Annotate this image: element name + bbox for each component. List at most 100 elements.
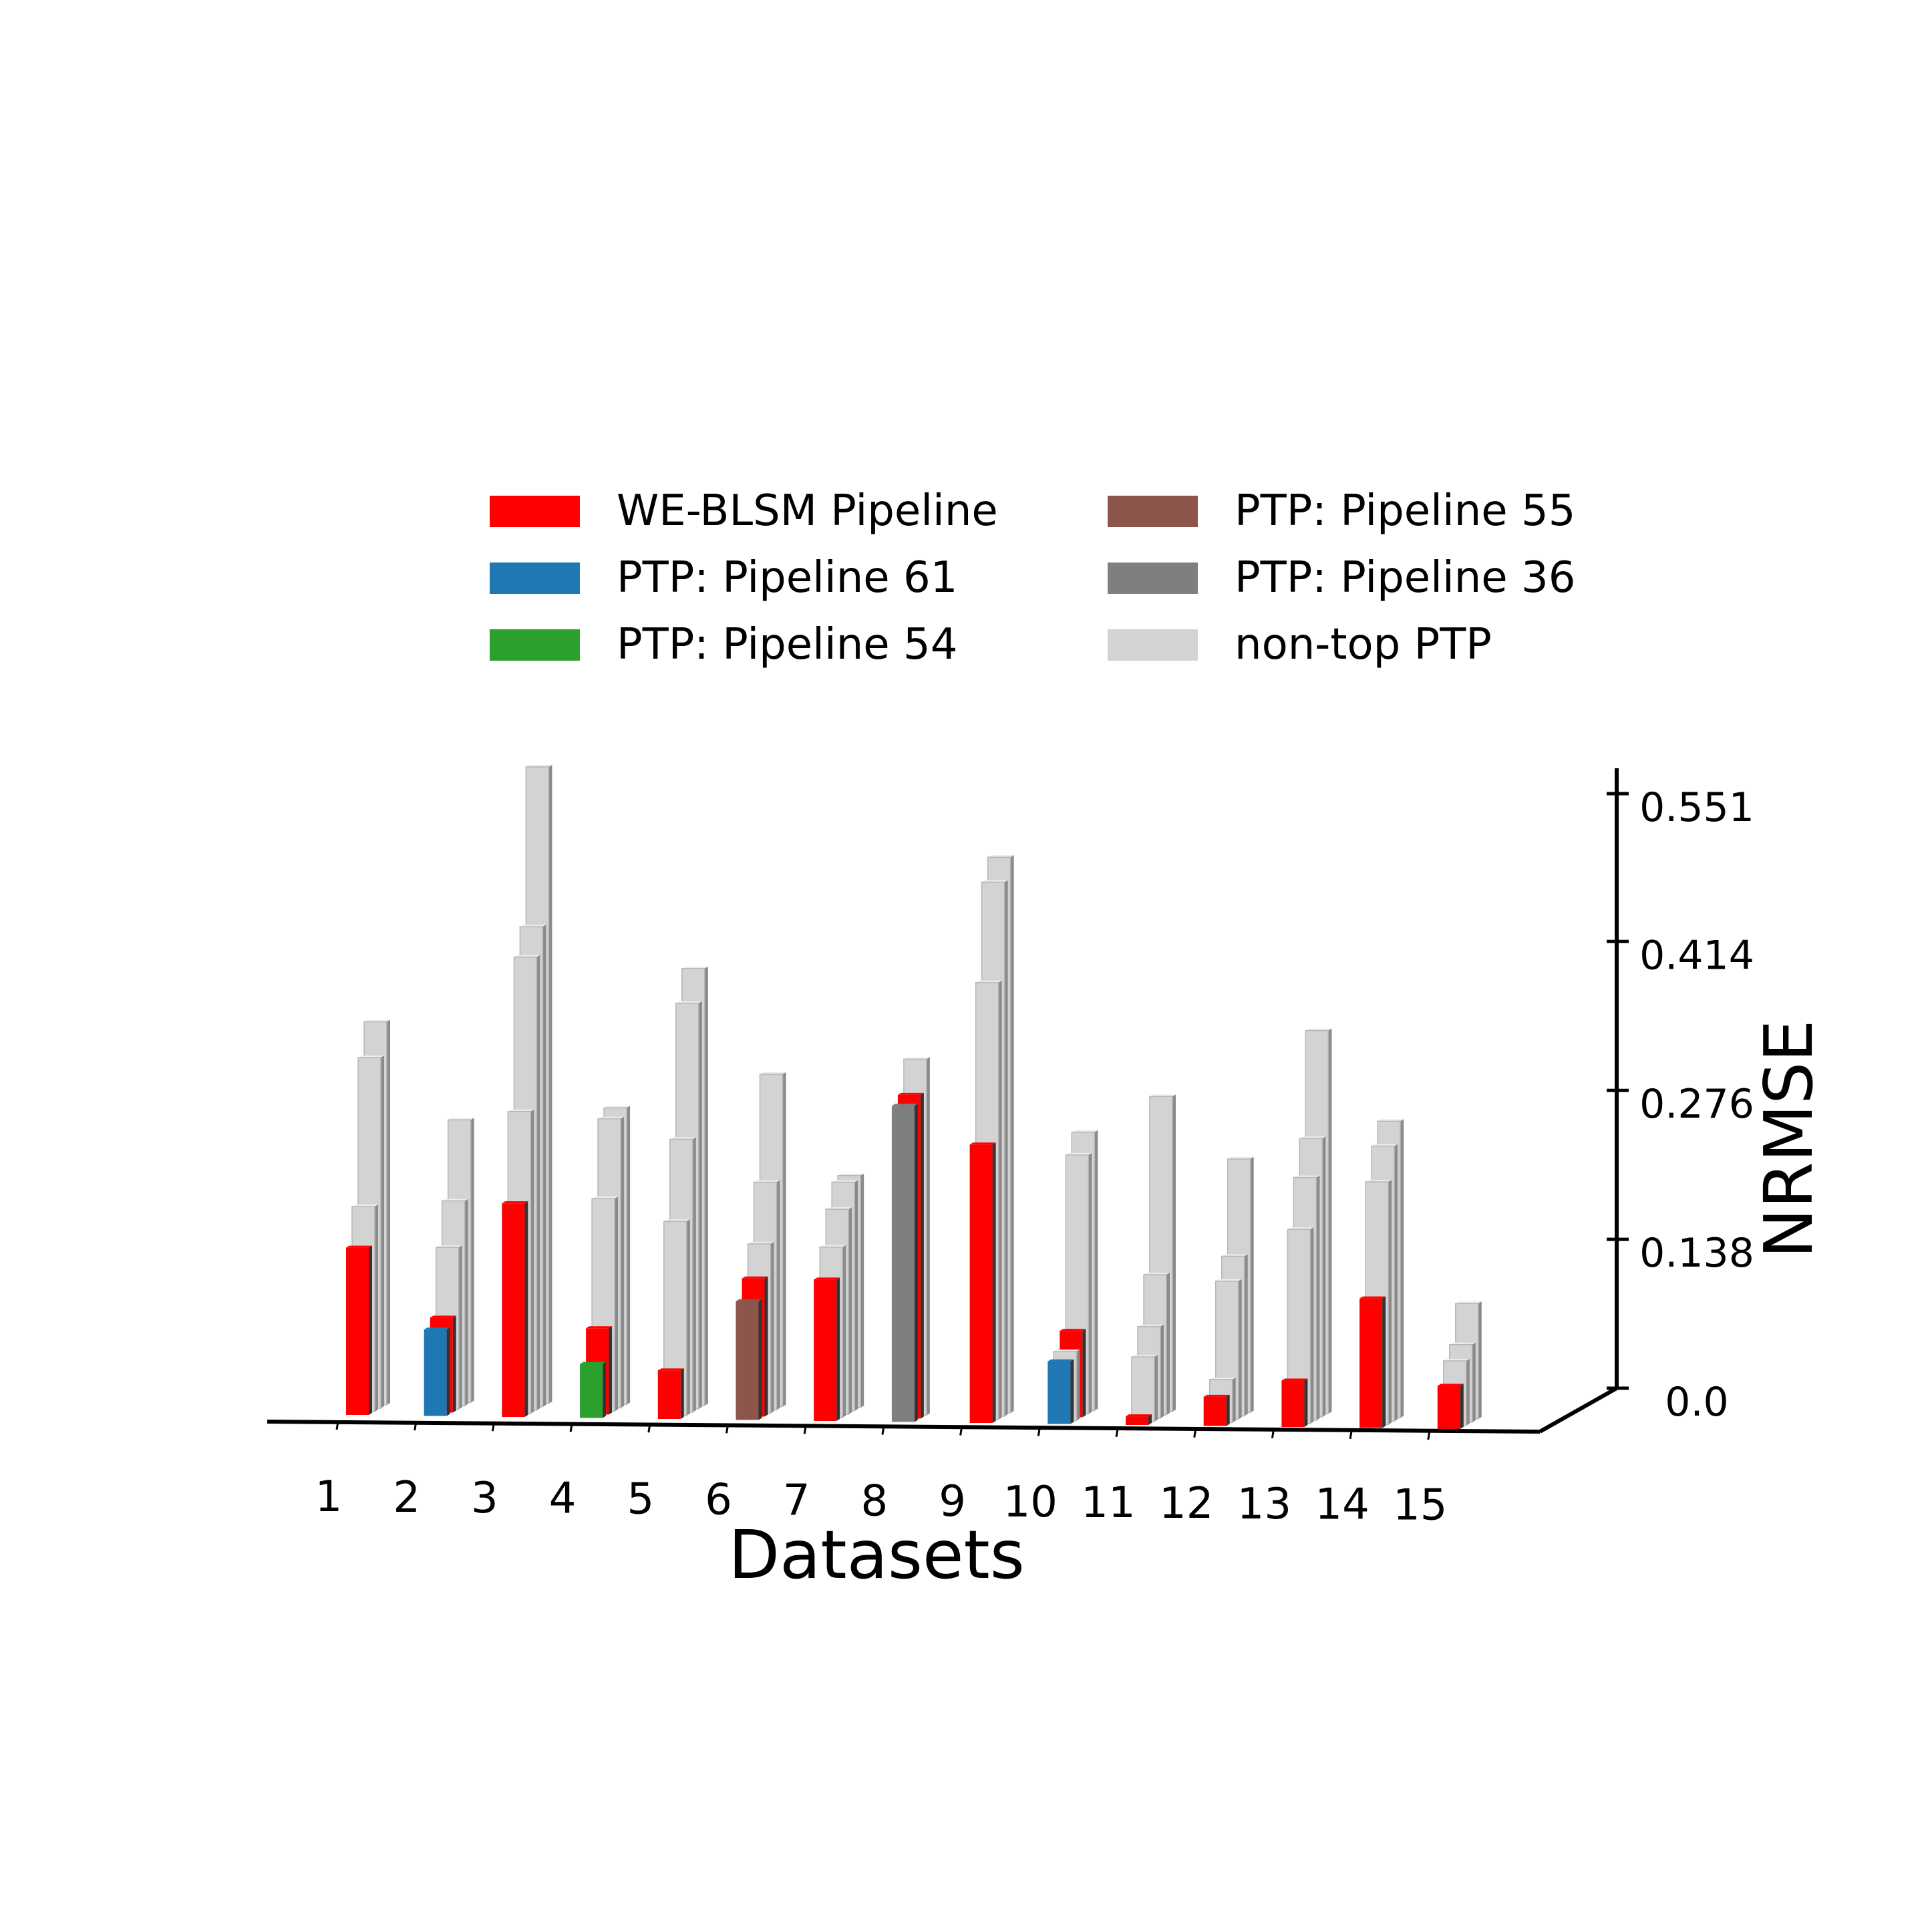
- bar-top-face: [1060, 1329, 1086, 1331]
- bar-side-face: [548, 765, 552, 1404]
- x-tick-label: 10: [1003, 1478, 1058, 1527]
- bar-side-face: [692, 1137, 696, 1412]
- bar-side-face: [860, 1173, 864, 1408]
- bars: [346, 765, 1482, 1429]
- bar-side-face: [1082, 1329, 1086, 1418]
- x-tick-mark: [959, 1427, 963, 1436]
- bar-top-face: [1287, 1227, 1314, 1230]
- x-tick-mark: [491, 1422, 495, 1432]
- x-tick-label: 5: [627, 1475, 654, 1524]
- dataset-5-bars: [657, 966, 708, 1419]
- dataset-13-bars: [1281, 1028, 1332, 1427]
- x-tick-mark: [803, 1426, 807, 1434]
- bar-side-face: [609, 1326, 613, 1415]
- bar-we-blsm-pipeline: [1126, 1414, 1152, 1425]
- bar-side-face: [1226, 1394, 1230, 1426]
- bar-side-face: [680, 1368, 684, 1419]
- bar-side-face: [542, 925, 546, 1407]
- bar-we-blsm-pipeline: [1281, 1378, 1308, 1427]
- bar-side-face: [615, 1196, 619, 1412]
- x-tick-label: 9: [939, 1477, 966, 1526]
- bar-top-face: [681, 966, 708, 969]
- bar-top-face: [580, 1361, 607, 1364]
- bar-side-face: [1322, 1136, 1326, 1417]
- x-tick-mark: [335, 1421, 339, 1430]
- x-tick-mark: [1115, 1428, 1119, 1437]
- bar-side-face: [1094, 1130, 1098, 1411]
- bar-side-face: [926, 1057, 930, 1416]
- bar-top-face: [748, 1241, 774, 1244]
- x-tick-label: 8: [861, 1476, 889, 1526]
- dataset-2-bars: [424, 1118, 474, 1416]
- bar-side-face: [1304, 1378, 1308, 1427]
- bar-we-blsm-pipeline: [346, 1245, 372, 1415]
- x-tick-mark: [1427, 1431, 1431, 1440]
- legend-swatch: [1108, 496, 1198, 527]
- bar-top-face: [1066, 1152, 1092, 1155]
- bar-side-face: [998, 980, 1002, 1420]
- bar-side-face: [452, 1315, 456, 1413]
- bar-top-face: [1203, 1394, 1230, 1397]
- x-tick-mark: [881, 1426, 885, 1435]
- bar-top-face: [657, 1368, 684, 1371]
- x-axis-line: [267, 1420, 1541, 1434]
- bar-side-face: [758, 1299, 762, 1420]
- bar-side-face: [627, 1106, 631, 1405]
- x-tick-label: 1: [315, 1472, 343, 1522]
- legend-swatch: [1108, 562, 1198, 594]
- dataset-6-bars: [736, 1072, 786, 1420]
- bar-side-face: [1172, 1094, 1176, 1412]
- bar-front-face: [891, 1106, 915, 1422]
- bar-side-face: [524, 1201, 528, 1417]
- bar-we-blsm-pipeline: [1359, 1296, 1386, 1428]
- dataset-11-bars: [1126, 1094, 1176, 1425]
- x-axis-title: Datasets: [728, 1516, 1025, 1594]
- x-tick-label: 15: [1393, 1481, 1447, 1531]
- bar-side-face: [530, 1109, 534, 1414]
- bar-side-face: [1460, 1384, 1464, 1429]
- bar-side-face: [1328, 1028, 1332, 1414]
- bar-front-face: [736, 1301, 759, 1420]
- x-tick-label: 6: [705, 1476, 732, 1525]
- x-tick-label: 2: [393, 1473, 420, 1522]
- bar-non-top-ptp: [1131, 1355, 1158, 1422]
- x-tick-mark: [1271, 1430, 1275, 1439]
- bar-side-face: [1472, 1342, 1476, 1422]
- bar-side-face: [1394, 1144, 1398, 1422]
- bar-side-face: [369, 1245, 372, 1415]
- x-tick-mark: [1193, 1429, 1197, 1438]
- legend-item-ptp-pipeline-55: PTP: Pipeline 55: [1108, 486, 1575, 536]
- dataset-7-bars: [814, 1173, 864, 1421]
- bar-side-face: [1088, 1152, 1092, 1414]
- x-tick-label: 3: [471, 1474, 498, 1523]
- x-tick-mark: [1349, 1430, 1353, 1440]
- bar-side-face: [842, 1245, 846, 1418]
- bar-ptp-pipeline-55: [736, 1299, 762, 1420]
- bar-side-face: [1238, 1279, 1242, 1420]
- depth-axis-line: [1539, 1386, 1618, 1434]
- bar-side-face: [704, 966, 708, 1406]
- bar-side-face: [375, 1204, 378, 1412]
- bar-top-face: [969, 1142, 996, 1145]
- dataset-1-bars: [346, 1019, 390, 1415]
- bar-side-face: [1232, 1377, 1236, 1423]
- x-tick-mark: [569, 1423, 573, 1432]
- bar-ptp-pipeline-36: [891, 1104, 918, 1422]
- bar-side-face: [621, 1116, 625, 1408]
- legend-swatch: [490, 629, 580, 661]
- z-ticks: 0.0 0.138 0.276 0.414 0.551: [1607, 784, 1754, 1426]
- legend-item-ptp-pipeline-54: PTP: Pipeline 54: [490, 620, 957, 669]
- x-tick-label: 12: [1159, 1479, 1213, 1528]
- x-tick-mark: [647, 1424, 651, 1433]
- bar-ptp-pipeline-54: [580, 1361, 607, 1418]
- bar-front-face: [1437, 1386, 1460, 1429]
- bar-top-face: [436, 1245, 462, 1248]
- dataset-4-bars: [580, 1106, 631, 1418]
- bar-top-face: [1048, 1359, 1074, 1361]
- bar-side-face: [686, 1219, 690, 1416]
- bar-side-face: [836, 1277, 840, 1421]
- bar-side-face: [1148, 1414, 1152, 1425]
- x-tick-mark: [1037, 1428, 1041, 1436]
- x-ticks: 1 2 3 4 5 6 7 8 9 10 11 12 13 14 15: [315, 1421, 1448, 1531]
- bar-side-face: [848, 1207, 852, 1414]
